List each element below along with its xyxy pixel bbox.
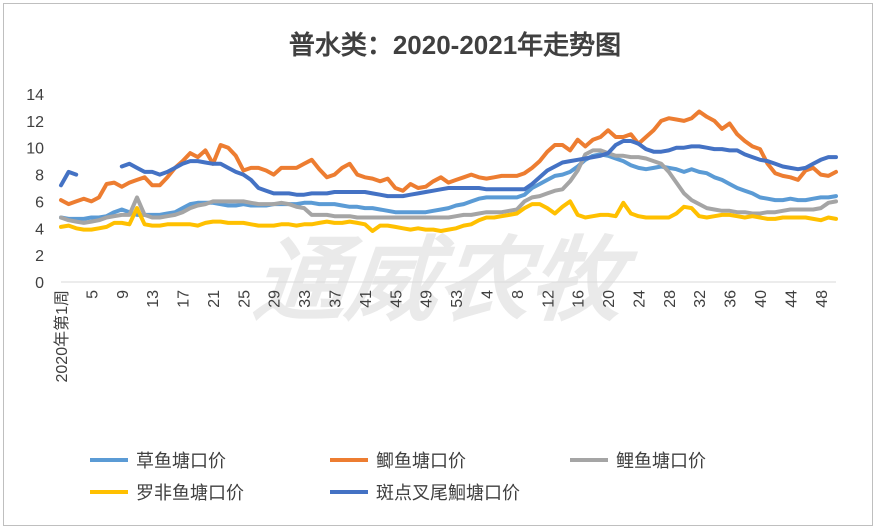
x-tick-label: 33 [297,290,314,308]
chart-title: 普水类：2020-2021年走势图 [289,30,621,60]
x-tick-label: 32 [692,290,709,308]
legend-label: 鲫鱼塘口价 [376,451,466,471]
x-tick-label: 21 [206,290,223,308]
y-tick-label: 4 [35,221,44,238]
legend-label: 鲤鱼塘口价 [616,451,706,471]
plot-area [59,109,838,233]
y-axis: 0 2 4 6 8 10 12 14 [26,87,44,292]
y-tick-label: 10 [26,141,44,158]
x-tick-label: 17 [176,290,193,308]
x-tick-label: 25 [236,290,253,308]
series-line-2 [59,109,838,207]
y-tick-label: 8 [35,168,44,185]
x-tick-label: 49 [419,290,436,308]
x-tick-label: 28 [662,290,679,308]
legend-label: 斑点叉尾鮰塘口价 [376,483,520,503]
y-tick-label: 0 [35,275,44,292]
x-tick-label: 2020年第1周 [53,290,71,383]
y-tick-label: 2 [35,248,44,265]
x-tick-label: 13 [145,290,162,308]
x-tick-label: 9 [115,290,132,299]
chart-frame [3,3,873,526]
y-tick-label: 12 [26,114,44,131]
y-tick-label: 14 [26,87,44,104]
series-line-4 [59,199,838,233]
x-tick-label: 48 [814,290,831,308]
x-tick-label: 16 [571,290,588,308]
x-tick-label: 20 [601,290,618,308]
x-tick-label: 53 [449,290,466,308]
legend-label: 草鱼塘口价 [136,451,226,471]
x-tick-label: 44 [783,290,800,308]
x-tick-label: 24 [631,290,648,308]
x-tick-label: 40 [753,290,770,308]
x-tick-label: 41 [358,290,375,308]
x-tick-label: 45 [388,290,405,308]
legend-label: 罗非鱼塘口价 [136,483,244,503]
series-line-1 [59,152,838,221]
x-tick-label: 8 [510,290,527,299]
x-axis: 2020年第1周 5 9 13 17 21 25 29 33 37 41 45 49 53 4 8 12 16 20… [53,281,836,383]
series-line-3 [59,148,838,225]
x-tick-label: 5 [84,290,101,299]
x-tick-label: 36 [723,290,740,308]
watermark: 通威农牧 [249,226,641,334]
y-tick-label: 6 [35,194,44,211]
series-line-5 [59,139,838,199]
x-tick-label: 29 [267,290,284,308]
x-tick-label: 12 [540,290,557,308]
x-tick-label: 37 [328,290,345,308]
x-tick-label: 4 [479,290,496,299]
